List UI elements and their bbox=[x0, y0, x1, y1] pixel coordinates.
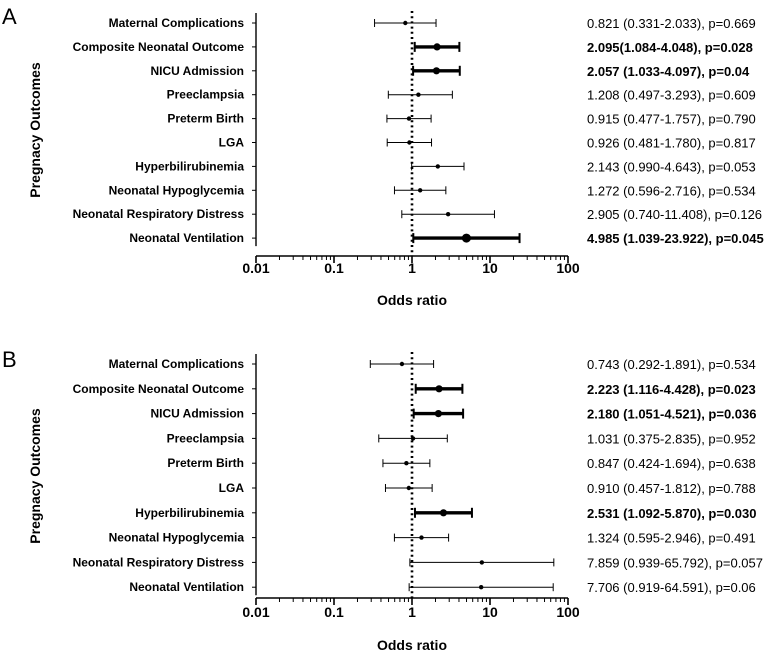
result-text: 2.180 (1.051-4.521), p=0.036 bbox=[587, 407, 756, 422]
x-tick-label: 1 bbox=[408, 260, 416, 276]
row-label: Hyperbilirubinemia bbox=[135, 506, 244, 520]
row-label: NICU Admission bbox=[150, 407, 244, 421]
result-text: 1.272 (0.596-2.716), p=0.534 bbox=[587, 183, 756, 198]
y-axis-title: Pregnacy Outcomes bbox=[27, 62, 43, 198]
point-estimate bbox=[478, 585, 484, 590]
row-label: Hyperbilirubinemia bbox=[135, 159, 244, 173]
row-label: Neonatal Hypoglycemia bbox=[109, 183, 245, 197]
row-label: Neonatal Ventilation bbox=[129, 580, 244, 594]
panel-label: B bbox=[2, 347, 17, 372]
point-estimate bbox=[479, 560, 485, 565]
row-label: LGA bbox=[219, 136, 245, 150]
point-estimate bbox=[435, 385, 443, 393]
result-text: 2.095(1.084-4.048), p=0.028 bbox=[587, 40, 753, 55]
result-text: 7.706 (0.919-64.591), p=0.06 bbox=[587, 580, 756, 595]
row-label: LGA bbox=[219, 481, 245, 495]
result-text: 0.915 (0.477-1.757), p=0.790 bbox=[587, 112, 756, 127]
point-estimate bbox=[404, 461, 409, 466]
y-axis-title: Pregnacy Outcomes bbox=[27, 408, 43, 544]
x-tick-label: 100 bbox=[556, 604, 580, 620]
result-text: 0.821 (0.331-2.033), p=0.669 bbox=[587, 16, 756, 31]
point-estimate bbox=[435, 164, 441, 169]
row-label: Preterm Birth bbox=[167, 456, 244, 470]
result-text: 1.324 (0.595-2.946), p=0.491 bbox=[587, 531, 756, 546]
x-tick-label: 0.01 bbox=[242, 260, 269, 276]
row-label: Composite Neonatal Outcome bbox=[73, 40, 245, 54]
result-text: 1.031 (0.375-2.835), p=0.952 bbox=[587, 431, 756, 446]
row-label: Maternal Complications bbox=[109, 357, 245, 371]
row-label: Neonatal Ventilation bbox=[129, 231, 244, 245]
point-estimate bbox=[399, 361, 405, 367]
x-tick-label: 0.1 bbox=[324, 260, 344, 276]
result-text: 0.910 (0.457-1.812), p=0.788 bbox=[587, 481, 756, 496]
x-tick-label: 10 bbox=[482, 260, 498, 276]
x-axis-title: Odds ratio bbox=[377, 637, 447, 653]
point-estimate bbox=[419, 535, 424, 540]
x-tick-label: 1 bbox=[408, 604, 416, 620]
row-label: Neonatal Respiratory Distress bbox=[73, 207, 245, 221]
result-text: 0.743 (0.292-1.891), p=0.534 bbox=[587, 357, 756, 372]
result-text: 0.847 (0.424-1.694), p=0.638 bbox=[587, 456, 756, 471]
row-label: Maternal Complications bbox=[109, 16, 245, 30]
row-label: Neonatal Hypoglycemia bbox=[109, 531, 245, 545]
result-text: 1.208 (0.497-3.293), p=0.609 bbox=[587, 88, 756, 103]
result-text: 4.985 (1.039-23.922), p=0.045 bbox=[587, 231, 764, 246]
row-label: Preeclampsia bbox=[167, 88, 245, 102]
point-estimate bbox=[416, 92, 421, 97]
x-tick-label: 0.1 bbox=[324, 604, 344, 620]
point-estimate bbox=[434, 410, 442, 418]
x-tick-label: 10 bbox=[482, 604, 498, 620]
point-estimate bbox=[439, 509, 448, 517]
panel-a: A Pregnacy Outcomes 0.01 0.1 1 10 100 Odds rati… bbox=[2, 4, 764, 308]
panel-label: A bbox=[2, 4, 17, 29]
result-text: 0.926 (0.481-1.780), p=0.817 bbox=[587, 136, 756, 151]
x-tick-label: 100 bbox=[556, 260, 580, 276]
x-axis-title: Odds ratio bbox=[377, 292, 447, 308]
result-text: 7.859 (0.939-65.792), p=0.057 bbox=[587, 555, 763, 570]
point-estimate bbox=[406, 116, 412, 121]
point-estimate bbox=[445, 212, 451, 217]
result-text: 2.531 (1.092-5.870), p=0.030 bbox=[587, 506, 756, 521]
row-label: NICU Admission bbox=[150, 64, 244, 78]
point-estimate bbox=[406, 485, 412, 491]
point-estimate bbox=[433, 43, 441, 51]
row-label: Neonatal Respiratory Distress bbox=[73, 555, 245, 569]
result-text: 2.057 (1.033-4.097), p=0.04 bbox=[587, 64, 750, 79]
point-estimate bbox=[410, 436, 416, 441]
point-estimate bbox=[417, 188, 423, 193]
panel-b: B Pregnacy Outcomes 0.01 0.1 1 10 100 Odds rati… bbox=[2, 347, 763, 653]
row-label: Preeclampsia bbox=[167, 431, 245, 445]
point-estimate bbox=[403, 20, 408, 26]
point-estimate bbox=[461, 233, 471, 243]
result-text: 2.143 (0.990-4.643), p=0.053 bbox=[587, 159, 756, 174]
x-tick-label: 0.01 bbox=[242, 604, 269, 620]
point-estimate bbox=[407, 140, 412, 145]
result-text: 2.905 (0.740-11.408), p=0.126 bbox=[587, 207, 762, 222]
row-label: Preterm Birth bbox=[167, 112, 244, 126]
point-estimate bbox=[432, 67, 441, 75]
row-label: Composite Neonatal Outcome bbox=[73, 382, 245, 396]
result-text: 2.223 (1.116-4.428), p=0.023 bbox=[587, 382, 756, 397]
